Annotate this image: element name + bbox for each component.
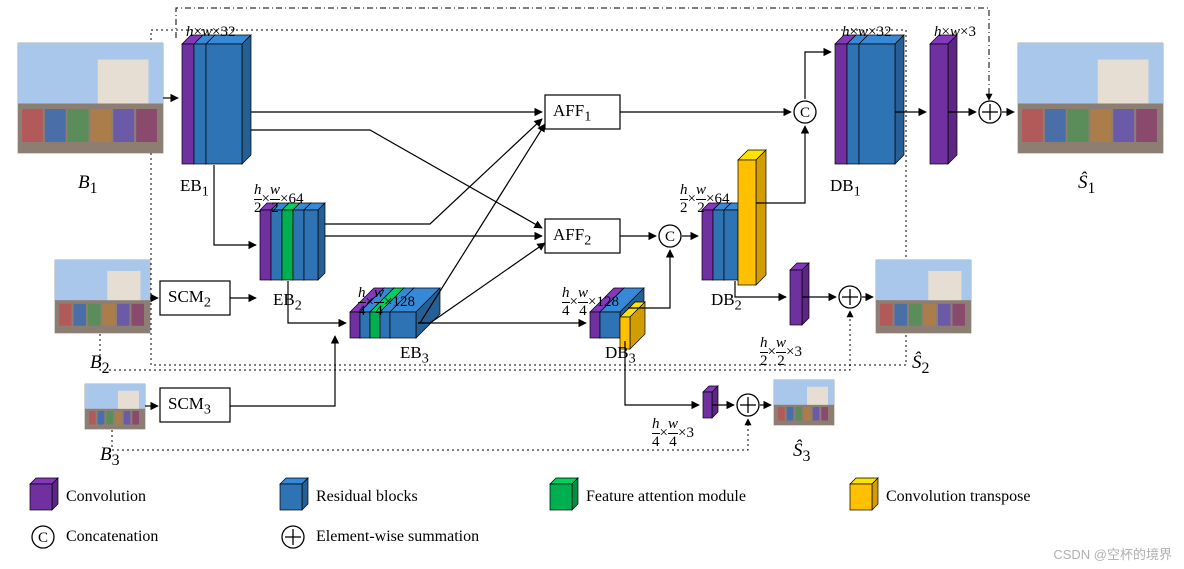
label-EB1: EB1	[180, 176, 209, 200]
watermark-text: CSDN @空杯的境界	[1053, 544, 1172, 563]
label-SCM2: SCM2	[168, 287, 211, 311]
dim-DB3: h4×w4×128	[562, 285, 619, 320]
dim-EB3: h4×w4×128	[358, 285, 415, 320]
label-AFF1: AFF1	[553, 101, 591, 125]
label-SCM3: SCM3	[168, 394, 211, 418]
legend-element-wise-summation: Element-wise summation	[316, 528, 479, 546]
dim-O3: h4×w4×3	[652, 416, 694, 451]
legend-feature-attention-module: Feature attention module	[586, 488, 746, 506]
io-B3: B3	[100, 444, 120, 470]
label-EB3: EB3	[400, 343, 429, 367]
image-B2	[55, 260, 150, 333]
legend-concatenation: Concatenation	[66, 528, 158, 546]
legend-concat: C	[38, 530, 48, 546]
label-DB2: DB2	[711, 290, 742, 314]
image-S2	[876, 260, 971, 333]
dim-O1: h×w×3	[934, 24, 976, 41]
dim-EB1: h×w×32	[186, 24, 235, 41]
image-S1	[1018, 43, 1163, 153]
concat-C2: C	[665, 229, 675, 245]
io-S2: Ŝ2	[912, 352, 929, 378]
label-AFF2: AFF2	[553, 225, 591, 249]
legend-residual-blocks: Residual blocks	[316, 488, 418, 506]
image-S3	[774, 380, 834, 425]
dim-DB1: h×w×32	[842, 24, 891, 41]
io-B1: B1	[78, 172, 98, 198]
io-S3: Ŝ3	[793, 440, 810, 466]
label-DB1: DB1	[830, 176, 861, 200]
legend-convolution-transpose: Convolution transpose	[886, 488, 1030, 506]
label-DB3: DB3	[605, 343, 636, 367]
dim-EB2: h2×w2×64	[254, 182, 303, 217]
image-B3	[85, 384, 145, 429]
image-B1	[18, 43, 163, 153]
io-S1: Ŝ1	[1078, 172, 1095, 198]
dim-DB2: h2×w2×64	[680, 182, 729, 217]
legend-convolution: Convolution	[66, 488, 146, 506]
io-B2: B2	[90, 352, 110, 378]
label-EB2: EB2	[273, 290, 302, 314]
concat-C1: C	[800, 105, 810, 121]
dim-O2: h2×w2×3	[760, 335, 802, 370]
